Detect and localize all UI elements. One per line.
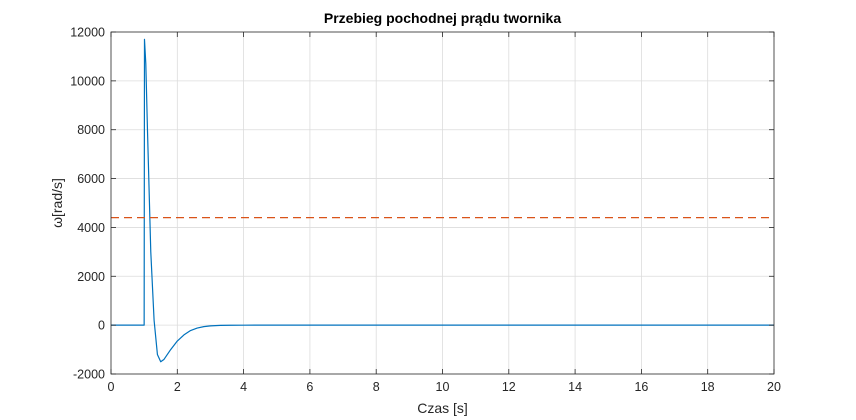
x-tick-label: 8 <box>373 380 380 394</box>
grid <box>111 32 774 374</box>
x-tick-label: 6 <box>306 380 313 394</box>
y-tick-label: 8000 <box>77 123 105 137</box>
series-line-1 <box>111 38 774 363</box>
x-tick-label: 10 <box>436 380 450 394</box>
series-layer <box>111 38 774 363</box>
y-tick-label: 2000 <box>77 270 105 284</box>
x-tick-label: 4 <box>240 380 247 394</box>
x-tick-label: 18 <box>701 380 715 394</box>
x-axis-label: Czas [s] <box>417 400 468 416</box>
x-tick-label: 12 <box>502 380 516 394</box>
y-tick-label: 6000 <box>77 172 105 186</box>
x-tick-label: 0 <box>108 380 115 394</box>
x-tick-label: 16 <box>634 380 648 394</box>
x-tick-label: 20 <box>767 380 781 394</box>
x-tick-label: 2 <box>174 380 181 394</box>
ticks: 0 2 4 6 8 10 12 14 16 18 20-2000020004000600080001… <box>70 26 781 395</box>
y-axis-label: ω[rad/s] <box>49 178 65 228</box>
x-tick-label: 14 <box>568 380 582 394</box>
y-tick-label: -2000 <box>73 368 105 382</box>
y-tick-label: 10000 <box>70 74 105 88</box>
y-tick-label: 0 <box>98 319 105 333</box>
chart-title: Przebieg pochodnej prądu twornika <box>324 10 561 26</box>
y-tick-label: 12000 <box>70 26 105 40</box>
y-tick-label: 4000 <box>77 221 105 235</box>
